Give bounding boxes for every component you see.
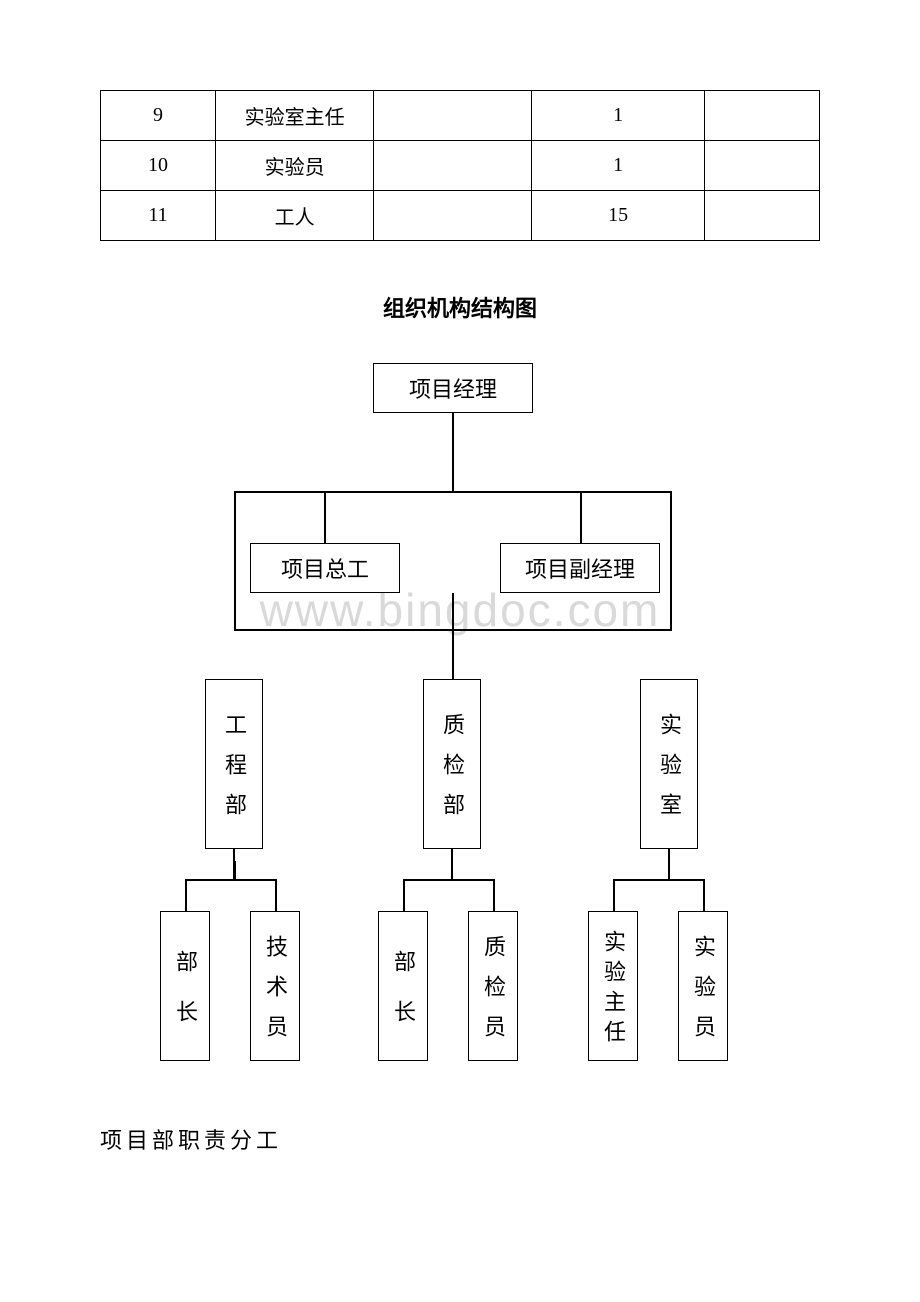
chart-connector: [403, 879, 405, 911]
chart-connector: [403, 879, 495, 881]
org-node: 部长: [160, 911, 210, 1061]
table-row: 11工人 15: [101, 191, 820, 241]
org-node: 实验员: [678, 911, 728, 1061]
chart-connector: [233, 849, 235, 879]
org-chart-container: 项目经理项目总工项目副经理工程部质检部实验室部长技术员部长质检员实验主任实验员: [100, 363, 820, 1063]
table-cell: 9: [101, 91, 216, 141]
chart-connector: [234, 491, 236, 631]
personnel-table: 9实验室主任110实验员111工人15: [100, 90, 820, 241]
table-cell: 11: [101, 191, 216, 241]
chart-connector: [185, 879, 187, 911]
table-cell: [374, 191, 532, 241]
chart-connector: [580, 493, 582, 543]
chart-connector: [452, 593, 454, 679]
chart-connector: [234, 491, 672, 493]
table-cell: [704, 91, 819, 141]
org-node: 质检部: [423, 679, 481, 849]
chart-connector: [324, 493, 326, 543]
chart-connector: [668, 849, 670, 879]
footer-heading: 项目部职责分工: [100, 1123, 820, 1155]
org-node: 部长: [378, 911, 428, 1061]
chart-connector: [185, 879, 277, 881]
org-node: 项目经理: [373, 363, 533, 413]
org-node: 项目副经理: [500, 543, 660, 593]
table-cell: [374, 141, 532, 191]
table-row: 10实验员 1: [101, 141, 820, 191]
org-node: 项目总工: [250, 543, 400, 593]
chart-connector: [703, 879, 705, 911]
table-row: 9实验室主任 1: [101, 91, 820, 141]
table-cell: 10: [101, 141, 216, 191]
org-node: 技术员: [250, 911, 300, 1061]
table-cell: 1: [532, 91, 705, 141]
table-cell: 实验员: [216, 141, 374, 191]
chart-connector: [275, 879, 277, 911]
chart-connector: [493, 879, 495, 911]
table-cell: 实验室主任: [216, 91, 374, 141]
chart-connector: [452, 413, 454, 493]
table-cell: [704, 191, 819, 241]
org-node: 工程部: [205, 679, 263, 849]
chart-connector: [451, 849, 453, 879]
chart-connector: [670, 491, 672, 631]
table-cell: 15: [532, 191, 705, 241]
chart-connector: [234, 629, 672, 631]
table-cell: [704, 141, 819, 191]
org-node: 实验室: [640, 679, 698, 849]
table-cell: 工人: [216, 191, 374, 241]
chart-connector: [613, 879, 705, 881]
org-node: 质检员: [468, 911, 518, 1061]
table-cell: 1: [532, 141, 705, 191]
table-cell: [374, 91, 532, 141]
org-node: 实验主任: [588, 911, 638, 1061]
org-chart-title: 组织机构结构图: [100, 291, 820, 323]
chart-connector: [613, 879, 615, 911]
